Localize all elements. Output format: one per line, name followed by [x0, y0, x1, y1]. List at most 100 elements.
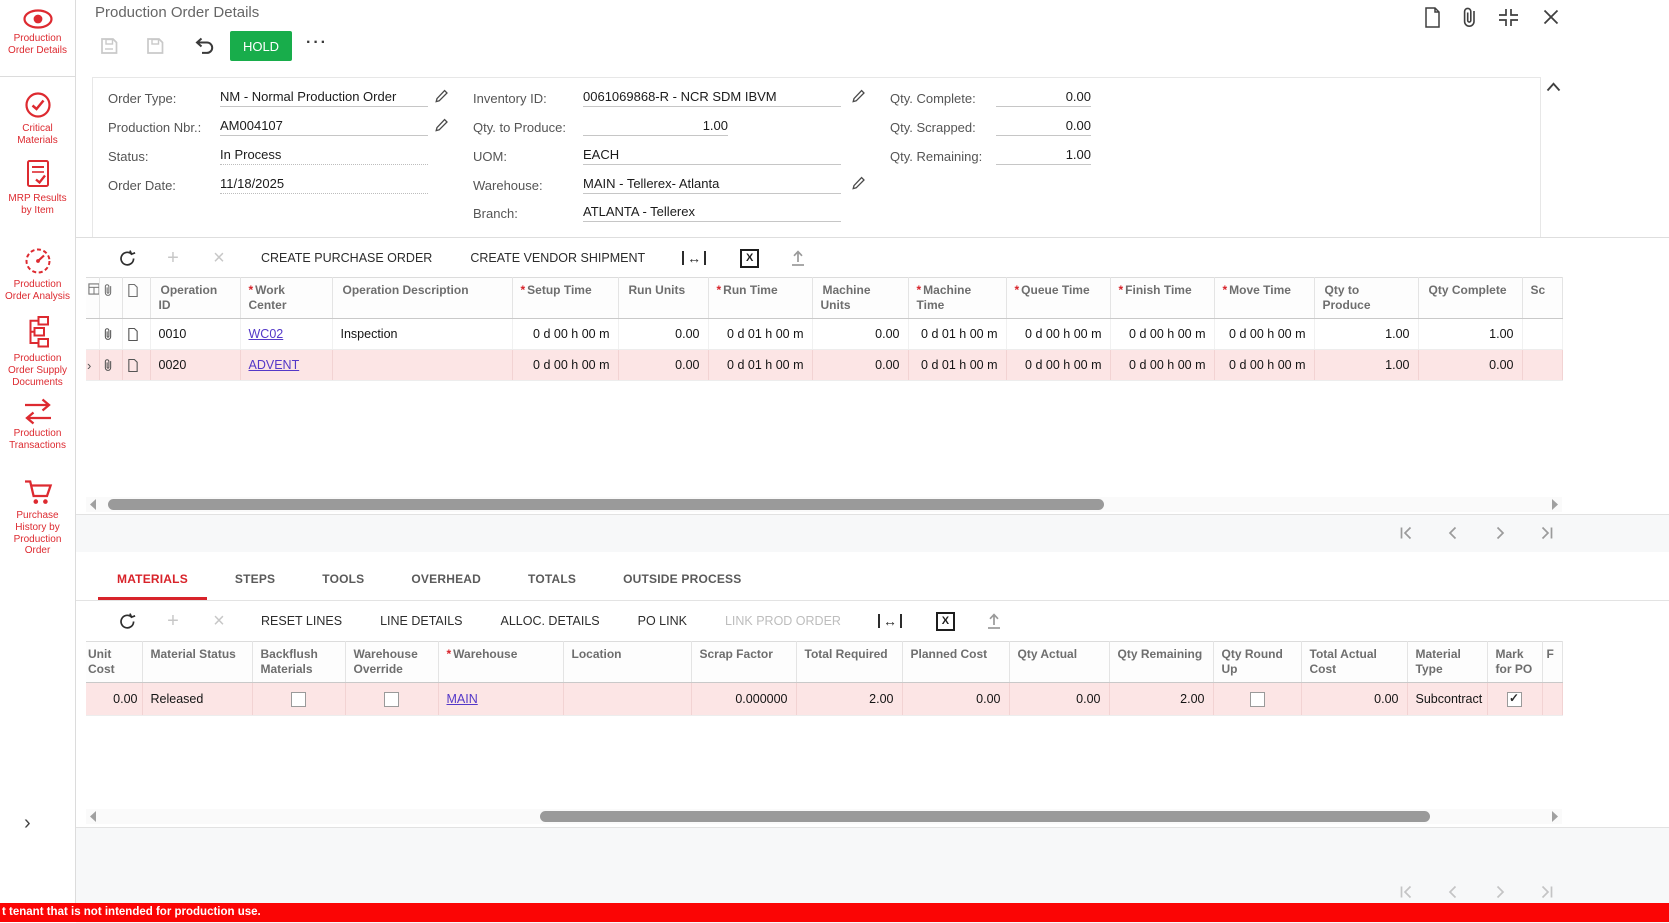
- prev-page-icon[interactable]: [1444, 525, 1462, 541]
- order-type-value[interactable]: NM - Normal Production Order: [220, 89, 428, 107]
- first-page-icon[interactable]: [1397, 525, 1415, 541]
- warehouse-value[interactable]: MAIN - Tellerex- Atlanta: [583, 176, 841, 194]
- attachments-column-icon[interactable]: [99, 277, 123, 319]
- edit-inventory-id-pencil-icon[interactable]: [851, 89, 866, 104]
- add-row-icon[interactable]: +: [167, 610, 179, 632]
- last-page-icon[interactable]: [1538, 525, 1556, 541]
- undo-icon[interactable]: [192, 36, 216, 56]
- notes-column-icon[interactable]: [122, 277, 151, 319]
- col-header-qty-complete[interactable]: Qty Complete: [1418, 277, 1523, 319]
- col-header-truncated[interactable]: F: [1542, 641, 1563, 683]
- cell-qty-complete[interactable]: 1.00: [1418, 318, 1523, 350]
- qty-remaining-value[interactable]: 1.00: [996, 147, 1091, 165]
- sidebar-item-production-order-analysis[interactable]: Production Order Analysis: [0, 246, 75, 303]
- cell-run-units[interactable]: 0.00: [618, 318, 709, 350]
- fit-to-width-icon[interactable]: ↔: [682, 251, 707, 265]
- export-excel-icon[interactable]: X: [935, 611, 955, 631]
- qty-complete-value[interactable]: 0.00: [996, 89, 1091, 107]
- sidebar-item-critical-materials[interactable]: Critical Materials: [0, 90, 75, 147]
- sidebar-item-purchase-history[interactable]: Purchase History by Production Order: [0, 477, 75, 557]
- sidebar-item-mrp-results[interactable]: MRP Results by Item: [0, 158, 75, 217]
- close-icon[interactable]: [1542, 8, 1560, 26]
- warehouse-link[interactable]: MAIN: [446, 692, 478, 706]
- link-prod-order-button[interactable]: LINK PROD ORDER: [724, 614, 841, 628]
- cell-run-time[interactable]: 0 d 01 h 00 m: [708, 349, 813, 381]
- more-actions-button[interactable]: ···: [306, 34, 328, 51]
- cell-description[interactable]: Inspection: [332, 318, 513, 350]
- col-header-run-units[interactable]: Run Units: [618, 277, 709, 319]
- new-document-icon[interactable]: [1422, 6, 1443, 29]
- cell-location[interactable]: [563, 682, 692, 716]
- row-note-icon[interactable]: [122, 318, 151, 350]
- col-header-qty-actual[interactable]: Qty Actual: [1009, 641, 1110, 683]
- first-page-icon[interactable]: [1397, 884, 1415, 900]
- cell-qty-to-produce[interactable]: 1.00: [1314, 349, 1419, 381]
- col-header-truncated[interactable]: Sc: [1522, 277, 1563, 319]
- cell-qty-complete[interactable]: 0.00: [1418, 349, 1523, 381]
- col-header-qty-remaining[interactable]: Qty Remaining: [1109, 641, 1214, 683]
- add-row-icon[interactable]: +: [167, 247, 179, 269]
- edit-order-type-pencil-icon[interactable]: [434, 89, 449, 104]
- refresh-icon[interactable]: [104, 249, 150, 268]
- cell-qty-round-up[interactable]: [1213, 682, 1302, 716]
- collapse-window-icon[interactable]: [1497, 8, 1520, 27]
- create-purchase-order-button[interactable]: CREATE PURCHASE ORDER: [261, 251, 433, 265]
- reset-lines-button[interactable]: RESET LINES: [261, 614, 343, 628]
- po-link-button[interactable]: PO LINK: [637, 614, 687, 628]
- col-header-material-type[interactable]: Material Type: [1407, 641, 1488, 683]
- scroll-right-icon[interactable]: [1550, 810, 1560, 823]
- cell-operation-id[interactable]: 0020: [150, 349, 241, 381]
- last-page-icon[interactable]: [1538, 884, 1556, 900]
- cell-machine-time[interactable]: 0 d 01 h 00 m: [908, 349, 1007, 381]
- cell-move-time[interactable]: 0 d 00 h 00 m: [1214, 349, 1315, 381]
- row-attachment-icon[interactable]: [99, 318, 123, 350]
- sidebar-item-production-order-details[interactable]: Production Order Details: [0, 8, 75, 57]
- edit-warehouse-pencil-icon[interactable]: [851, 176, 866, 191]
- col-header-total-required[interactable]: Total Required: [796, 641, 903, 683]
- cell-machine-time[interactable]: 0 d 01 h 00 m: [908, 318, 1007, 350]
- collapse-panel-chevron-icon[interactable]: [1546, 82, 1561, 92]
- warehouse-override-checkbox[interactable]: [384, 691, 399, 707]
- upload-icon[interactable]: [985, 612, 1003, 630]
- cell-machine-units[interactable]: 0.00: [812, 318, 909, 350]
- col-header-warehouse-override[interactable]: Warehouse Override: [345, 641, 439, 683]
- cell-finish-time[interactable]: 0 d 00 h 00 m: [1110, 349, 1215, 381]
- cell-operation-id[interactable]: 0010: [150, 318, 241, 350]
- next-page-icon[interactable]: [1491, 525, 1509, 541]
- tab-tools[interactable]: TOOLS: [322, 572, 365, 586]
- col-header-queue-time[interactable]: * Queue Time: [1006, 277, 1111, 319]
- cell-warehouse-override[interactable]: [345, 682, 439, 716]
- cell-run-units[interactable]: 0.00: [618, 349, 709, 381]
- cell-finish-time[interactable]: 0 d 00 h 00 m: [1110, 318, 1215, 350]
- branch-value[interactable]: ATLANTA - Tellerex: [583, 204, 841, 222]
- cell-planned-cost[interactable]: 0.00: [902, 682, 1010, 716]
- grid-settings-icon[interactable]: [86, 277, 100, 319]
- production-nbr-value[interactable]: AM004107: [220, 118, 428, 136]
- cell-queue-time[interactable]: 0 d 00 h 00 m: [1006, 318, 1111, 350]
- cell-mark-for-po[interactable]: [1487, 682, 1543, 716]
- scroll-left-icon[interactable]: [88, 810, 98, 823]
- next-page-icon[interactable]: [1491, 884, 1509, 900]
- create-vendor-shipment-button[interactable]: CREATE VENDOR SHIPMENT: [470, 251, 646, 265]
- col-header-warehouse[interactable]: * Warehouse: [438, 641, 564, 683]
- tab-overhead[interactable]: OVERHEAD: [411, 572, 482, 586]
- save-close-icon[interactable]: [98, 35, 120, 57]
- cell-qty-remaining[interactable]: 2.00: [1109, 682, 1214, 716]
- col-header-run-time[interactable]: * Run Time: [708, 277, 813, 319]
- edit-production-nbr-pencil-icon[interactable]: [434, 118, 449, 133]
- cell-setup-time[interactable]: 0 d 00 h 00 m: [512, 318, 619, 350]
- cell-work-center[interactable]: WC02: [240, 318, 333, 350]
- inventory-id-value[interactable]: 0061069868-R - NCR SDM IBVM: [583, 89, 841, 107]
- scrollbar-thumb[interactable]: [108, 499, 1104, 510]
- qty-scrapped-value[interactable]: 0.00: [996, 118, 1091, 136]
- cell-work-center[interactable]: ADVENT: [240, 349, 333, 381]
- cell-qty-actual[interactable]: 0.00: [1009, 682, 1110, 716]
- qty-to-produce-value[interactable]: 1.00: [583, 118, 728, 136]
- hold-button[interactable]: HOLD: [230, 31, 292, 61]
- sidebar-item-production-transactions[interactable]: Production Transactions: [0, 398, 75, 452]
- cell-backflush-materials[interactable]: [252, 682, 346, 716]
- cell-material-status[interactable]: Released: [142, 682, 253, 716]
- cell-total-actual-cost[interactable]: 0.00: [1301, 682, 1408, 716]
- col-header-backflush-materials[interactable]: Backflush Materials: [252, 641, 346, 683]
- col-header-planned-cost[interactable]: Planned Cost: [902, 641, 1010, 683]
